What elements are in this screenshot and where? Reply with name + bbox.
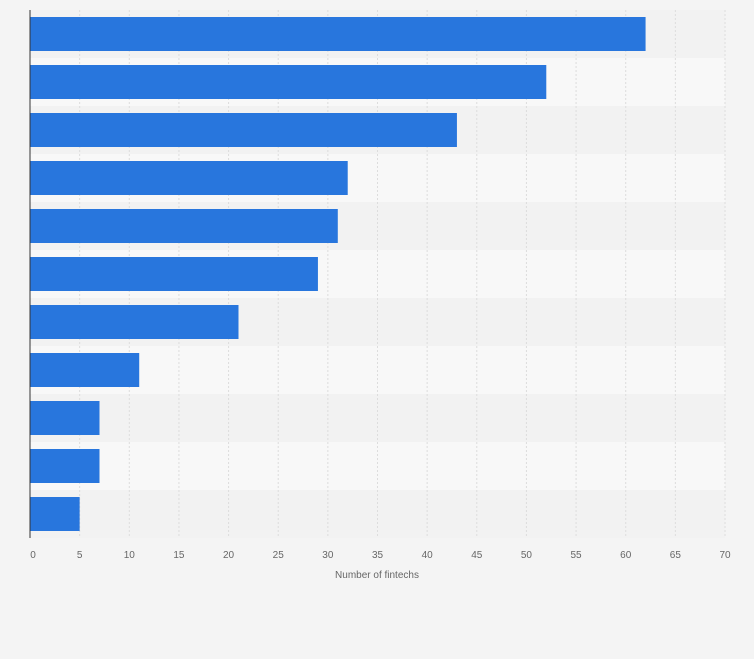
x-tick-label: 45 [471,550,483,561]
x-tick-label: 60 [620,550,632,561]
bars [30,17,646,531]
x-tick-label: 0 [30,550,36,561]
x-tick-label: 10 [124,550,136,561]
x-tick-label: 65 [670,550,682,561]
x-tick-label: 15 [173,550,185,561]
x-tick-label: 25 [273,550,285,561]
x-tick-label: 70 [719,550,731,561]
bar[interactable] [30,401,100,435]
bar[interactable] [30,209,338,243]
x-axis-title: Number of fintechs [335,570,419,581]
x-axis-ticks: 0 5 10 15 20 25 30 35 40 45 50 55 60 65 70 [30,550,731,561]
bar[interactable] [30,113,457,147]
x-tick-label: 55 [571,550,583,561]
x-tick-label: 40 [422,550,434,561]
x-tick-label: 30 [322,550,334,561]
bar[interactable] [30,65,547,99]
bar[interactable] [30,497,80,531]
bar[interactable] [30,17,646,51]
bar[interactable] [30,305,239,339]
x-tick-label: 20 [223,550,235,561]
x-tick-label: 50 [521,550,533,561]
bar[interactable] [30,161,348,195]
x-tick-label: 35 [372,550,384,561]
bar[interactable] [30,449,100,483]
bar[interactable] [30,353,140,387]
x-tick-label: 5 [77,550,83,561]
bar[interactable] [30,257,318,291]
